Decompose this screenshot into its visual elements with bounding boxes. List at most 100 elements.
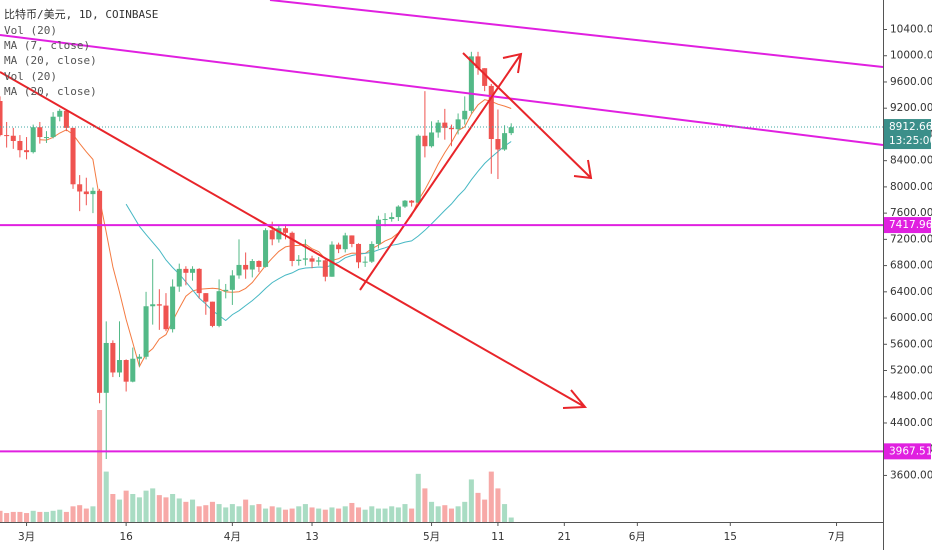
candle-body xyxy=(110,342,116,373)
candle-body xyxy=(57,110,63,117)
volume-bar xyxy=(429,501,435,522)
legend-item: MA (7, close) xyxy=(4,39,90,52)
moving-average xyxy=(39,99,512,368)
volume-bar xyxy=(30,510,36,522)
volume-bar xyxy=(475,492,481,522)
y-tick-label: 5600.00 xyxy=(890,338,932,350)
candle-body xyxy=(196,268,202,294)
volume-pane xyxy=(0,410,514,522)
candle-body xyxy=(170,286,176,330)
volume-bar xyxy=(83,508,89,522)
volume-bar xyxy=(116,499,123,522)
y-tick-label: 7200.00 xyxy=(890,233,932,245)
candle-body xyxy=(103,342,109,393)
volume-bar xyxy=(282,509,289,522)
volume-bar xyxy=(316,508,322,522)
volume-bar xyxy=(17,511,23,522)
volume-bar xyxy=(302,504,308,522)
moving-average xyxy=(125,141,512,322)
y-tick-label: 5200.00 xyxy=(890,365,932,377)
trend-line xyxy=(0,71,586,408)
candle-body xyxy=(43,137,49,139)
volume-bar xyxy=(90,506,96,522)
volume-bar xyxy=(296,506,302,522)
volume-bar xyxy=(190,499,196,522)
candle-body xyxy=(448,127,454,130)
volume-bar xyxy=(43,511,49,522)
candle-body xyxy=(316,260,322,262)
y-tick-label: 8400.00 xyxy=(890,155,932,167)
x-tick-label: 6月 xyxy=(629,531,646,543)
volume-bar xyxy=(110,494,116,522)
candle-body xyxy=(63,110,69,128)
candle-body xyxy=(236,264,242,276)
candle-body xyxy=(309,258,315,262)
volume-bar xyxy=(10,511,16,522)
candle-body xyxy=(77,184,83,192)
candle-body xyxy=(243,264,249,270)
trend-line xyxy=(359,53,522,291)
volume-bar xyxy=(209,501,215,522)
candle-body xyxy=(495,139,501,150)
volume-bar xyxy=(249,505,255,522)
candles xyxy=(0,51,514,460)
y-tick-label: 6000.00 xyxy=(890,312,932,324)
volume-bar xyxy=(103,471,109,522)
volume-bar xyxy=(136,497,142,522)
candle-body xyxy=(382,219,388,221)
x-tick-label: 4月 xyxy=(224,531,241,543)
volume-bar xyxy=(243,499,249,522)
candle-body xyxy=(482,68,488,86)
candle-body xyxy=(429,132,435,147)
volume-bar xyxy=(256,504,262,522)
volume-bar xyxy=(342,506,348,522)
volume-bar xyxy=(123,490,129,522)
volume-bar xyxy=(150,488,156,522)
volume-bar xyxy=(236,506,242,522)
volume-bar xyxy=(422,488,428,522)
x-tick-label: 16 xyxy=(119,531,133,543)
candle-body xyxy=(276,228,282,240)
candle-body xyxy=(17,140,23,151)
candle-body xyxy=(369,243,375,262)
candle-body xyxy=(375,219,381,244)
y-tick-label: 10000.00 xyxy=(890,50,932,62)
volume-bar xyxy=(502,504,508,522)
volume-bar xyxy=(176,498,182,522)
candle-body xyxy=(488,85,494,140)
volume-bar xyxy=(448,508,454,522)
x-tick-label: 5月 xyxy=(423,531,440,543)
volume-bar xyxy=(329,507,335,522)
candle-body xyxy=(409,200,415,203)
volume-bar xyxy=(276,507,282,522)
y-tick-label: 10400.00 xyxy=(890,24,932,36)
legend-item: Vol (20) xyxy=(4,24,57,37)
candle-body xyxy=(349,235,355,244)
volume-bar xyxy=(4,513,10,522)
candle-body xyxy=(123,360,129,382)
volume-bar xyxy=(196,506,202,522)
trend-line xyxy=(269,0,884,68)
candle-body xyxy=(163,305,169,330)
volume-bar xyxy=(402,504,408,522)
candle-body xyxy=(415,135,421,203)
chart-title: 比特币/美元, 1D, COINBASE xyxy=(4,7,158,21)
volume-bar xyxy=(355,507,362,522)
candle-body xyxy=(322,260,328,277)
volume-bar xyxy=(435,506,441,522)
volume-bar xyxy=(170,494,176,522)
price-tag-label: 8912.66 xyxy=(889,121,932,133)
price-tag xyxy=(884,119,931,150)
volume-bar xyxy=(57,509,63,522)
countdown: 13:25:00 xyxy=(889,135,932,147)
candle-body xyxy=(296,259,302,261)
candle-body xyxy=(136,356,142,359)
volume-bar xyxy=(442,505,448,522)
volume-bar xyxy=(462,501,468,522)
volume-bar xyxy=(369,506,375,522)
arrow-head xyxy=(573,159,593,180)
candle-body xyxy=(422,135,428,147)
y-tick-label: 4800.00 xyxy=(890,391,932,403)
